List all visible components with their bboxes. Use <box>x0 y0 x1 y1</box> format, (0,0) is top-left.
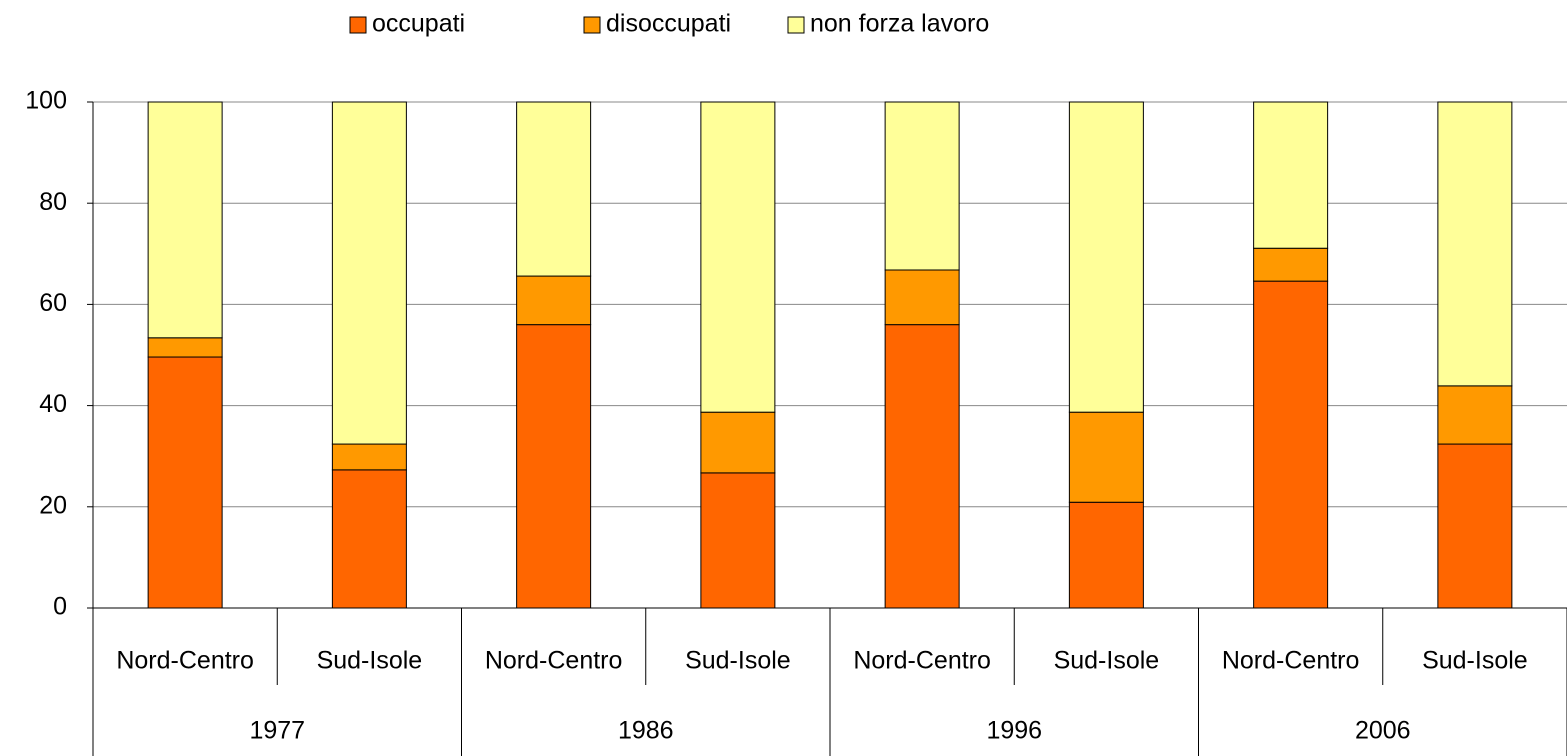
legend-label: occupati <box>372 10 465 38</box>
bar-segment <box>1068 101 1144 413</box>
bar-segment <box>147 101 223 339</box>
bar-segment <box>884 101 960 271</box>
x-tick-label: Sud-Isole <box>1054 647 1160 675</box>
bar-segment <box>331 443 407 471</box>
bar-segment <box>700 411 776 474</box>
x-tick-label: Nord-Centro <box>485 647 623 675</box>
bar-segment <box>1437 101 1513 387</box>
group-label: 2006 <box>1355 717 1411 745</box>
bar-segment <box>147 356 223 609</box>
y-tick-label: 100 <box>25 87 67 115</box>
bar-segment <box>331 469 407 609</box>
x-tick-label: Nord-Centro <box>853 647 991 675</box>
legend-label: disoccupati <box>606 10 731 38</box>
bar-segment <box>1437 443 1513 609</box>
legend-swatch <box>583 16 601 34</box>
bar-segment <box>1253 280 1329 609</box>
bar-segment <box>1253 101 1329 249</box>
legend-swatch <box>349 16 367 34</box>
y-tick-label: 20 <box>39 491 67 519</box>
x-tick-label: Sud-Isole <box>317 647 423 675</box>
bar-segment <box>1068 411 1144 503</box>
bar-segment <box>1068 501 1144 609</box>
bar-segment <box>516 101 592 277</box>
bar-segment <box>700 101 776 413</box>
group-label: 1977 <box>249 717 305 745</box>
x-tick-label: Nord-Centro <box>116 647 254 675</box>
legend-swatch <box>787 16 805 34</box>
y-tick-label: 40 <box>39 390 67 418</box>
group-label: 1996 <box>986 717 1042 745</box>
bar-segment <box>516 324 592 609</box>
bar-segment <box>700 472 776 609</box>
bar-segment <box>147 337 223 358</box>
legend-label: non forza lavoro <box>810 10 989 38</box>
y-tick-label: 0 <box>53 593 67 621</box>
bar-segment <box>1437 385 1513 445</box>
bar-segment <box>1253 247 1329 282</box>
y-tick-label: 60 <box>39 289 67 317</box>
bar-segment <box>884 324 960 609</box>
x-tick-label: Nord-Centro <box>1222 647 1360 675</box>
bar-segment <box>516 275 592 326</box>
bar-segment <box>884 269 960 326</box>
x-tick-label: Sud-Isole <box>685 647 791 675</box>
bar-segment <box>331 101 407 445</box>
group-label: 1986 <box>618 717 674 745</box>
x-tick-label: Sud-Isole <box>1422 647 1528 675</box>
y-tick-label: 80 <box>39 188 67 216</box>
